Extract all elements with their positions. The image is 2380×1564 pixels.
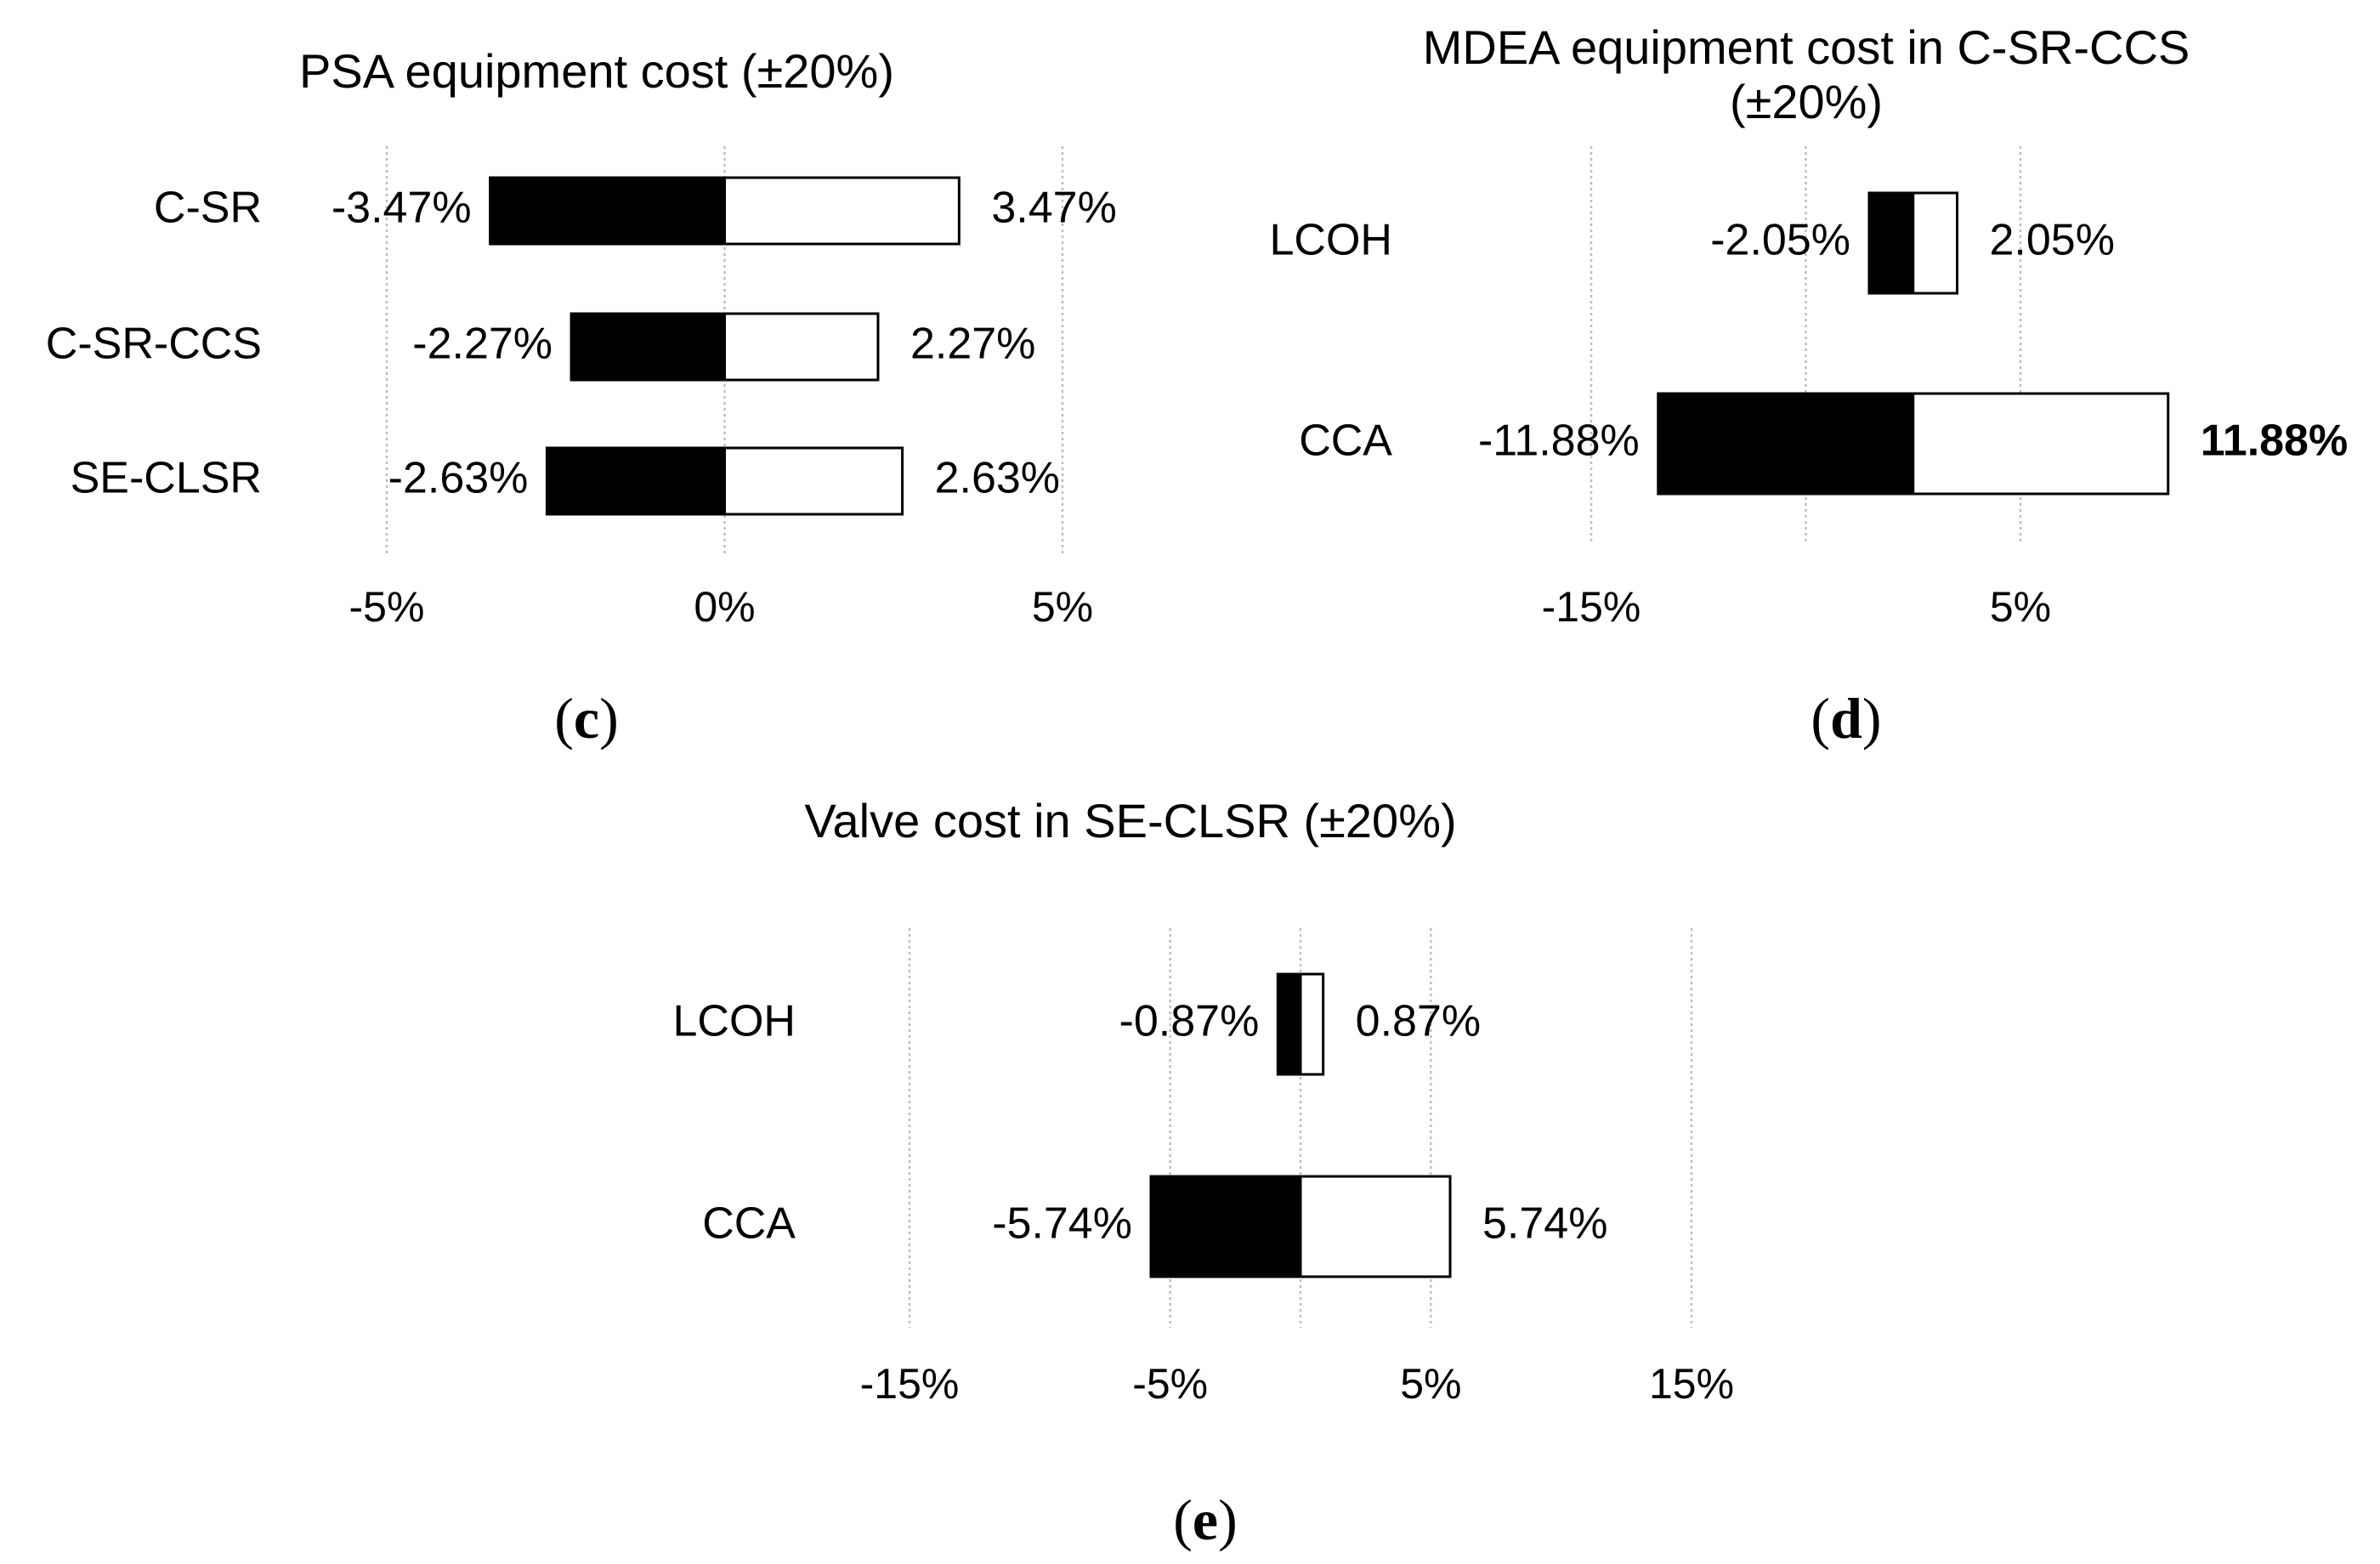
bar-negative xyxy=(1867,191,1915,295)
category-label: SE-CLSR xyxy=(71,454,262,503)
data-label-positive: 2.63% xyxy=(935,454,1060,503)
chart-title: MDEA equipment cost in C-SR-CCS xyxy=(1423,20,2190,74)
data-label-negative: -11.88% xyxy=(1478,416,1640,466)
category-label: LCOH xyxy=(1270,216,1392,265)
chart-panel-e: -15% -5% 5% 15% Valve cost in SE-CLSR (±20%)… xyxy=(673,794,1735,1552)
chart-panel-d: -15% 5% MDEA equipment cost in C-SR-CCS(±2… xyxy=(1270,20,2349,751)
chart-title: (±20%) xyxy=(1730,75,1883,128)
chart-title: Valve cost in SE-CLSR (±20%) xyxy=(804,794,1456,847)
category-label: CCA xyxy=(1299,416,1392,466)
chart-title: PSA equipment cost (±20%) xyxy=(299,44,894,98)
x-tick-label: -15% xyxy=(860,1360,960,1408)
category-label: C-SR xyxy=(154,184,262,233)
data-label-negative: -2.27% xyxy=(412,320,552,369)
panel-label: (d) xyxy=(1810,686,1881,751)
x-tick-label: 5% xyxy=(1032,583,1093,631)
bar-negative xyxy=(545,446,726,516)
bar-positive xyxy=(723,176,960,246)
bar-positive xyxy=(1912,392,2170,496)
bar-negative xyxy=(1149,1175,1302,1278)
x-tick-label: 5% xyxy=(1990,583,2051,631)
data-label-negative: -0.87% xyxy=(1119,997,1260,1046)
category-label: C-SR-CCS xyxy=(46,320,262,369)
data-label-negative: -5.74% xyxy=(992,1199,1132,1249)
bar-positive xyxy=(1299,1175,1452,1278)
bar-negative xyxy=(570,312,726,382)
bar-negative xyxy=(489,176,726,246)
data-label-positive: 3.47% xyxy=(991,184,1116,233)
data-label-negative: -2.63% xyxy=(388,454,529,503)
bar-positive xyxy=(1912,191,1959,295)
bar-negative xyxy=(1276,972,1302,1076)
x-tick-label: -5% xyxy=(349,583,425,631)
data-label-positive: 5.74% xyxy=(1482,1199,1607,1249)
panel-label: (c) xyxy=(554,686,619,751)
bar-positive xyxy=(723,312,880,382)
x-tick-label: -5% xyxy=(1132,1360,1208,1408)
x-tick-label: -15% xyxy=(1542,583,1641,631)
bar-positive xyxy=(1299,972,1325,1076)
bar-negative xyxy=(1657,392,1915,496)
data-label-negative: -3.47% xyxy=(332,184,472,233)
data-label-negative: -2.05% xyxy=(1710,216,1850,265)
x-tick-label: 0% xyxy=(694,583,755,631)
category-label: LCOH xyxy=(673,997,796,1046)
bar-positive xyxy=(723,446,904,516)
x-tick-label: 15% xyxy=(1649,1360,1734,1408)
data-label-positive: 2.05% xyxy=(1990,216,2115,265)
data-label-positive: 11.88% xyxy=(2201,416,2349,466)
data-label-positive: 0.87% xyxy=(1356,997,1481,1046)
chart-panel-c: -5% 0% 5% PSA equipment cost (±20%) C-SR -3.4… xyxy=(46,44,1117,751)
category-label: CCA xyxy=(702,1199,796,1249)
panel-label: (e) xyxy=(1173,1488,1238,1552)
x-tick-label: 5% xyxy=(1400,1360,1461,1408)
data-label-positive: 2.27% xyxy=(910,320,1035,369)
